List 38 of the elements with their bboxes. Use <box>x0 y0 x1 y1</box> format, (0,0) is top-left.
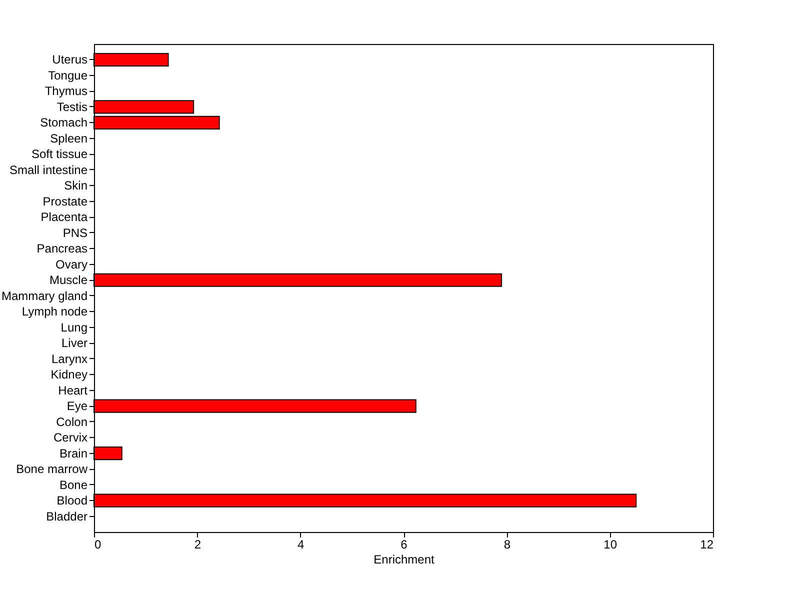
y-tick-label: Lung <box>60 320 88 334</box>
y-tick-label: Spleen <box>50 131 88 146</box>
y-tick-label: Uterus <box>52 52 88 67</box>
y-tick-label: Soft tissue <box>31 147 88 162</box>
y-tick-label: Brain <box>59 446 88 460</box>
y-tick-label: Bone marrow <box>16 462 88 476</box>
y-tick-label: Kidney <box>50 368 88 382</box>
x-tick-label: 4 <box>297 538 304 552</box>
y-tick-label: Skin <box>64 178 88 193</box>
y-tick-label: PNS <box>62 226 88 240</box>
x-axis-title: Enrichment <box>374 552 436 566</box>
y-tick-label: Stomach <box>40 116 88 130</box>
y-tick-label: Lymph node <box>22 304 88 319</box>
y-tick-label: Larynx <box>51 352 88 366</box>
x-tick-label: 8 <box>504 538 511 552</box>
y-tick-label: Blood <box>56 494 88 508</box>
y-tick-label: Thymus <box>44 84 88 98</box>
y-tick-label: Prostate <box>42 194 88 208</box>
y-tick-label: Colon <box>56 414 88 429</box>
y-tick-label: Tongue <box>48 68 88 82</box>
y-tick-label: Testis <box>56 100 88 114</box>
x-tick-label: 12 <box>700 538 714 552</box>
y-tick-label: Liver <box>61 336 88 350</box>
y-tick-label: Ovary <box>55 257 88 272</box>
x-tick-label: 2 <box>194 538 202 552</box>
y-tick-label: Bone <box>59 478 88 492</box>
y-tick-label: Mammary gland <box>1 288 88 303</box>
y-tick-label: Cervix <box>53 430 88 445</box>
y-tick-label: Heart <box>58 383 88 398</box>
x-tick-label: 10 <box>604 538 618 552</box>
x-tick-label: 0 <box>94 538 102 552</box>
x-tick-label: 6 <box>400 538 408 552</box>
y-tick-label: Bladder <box>46 509 88 524</box>
y-tick-label: Small intestine <box>9 162 88 177</box>
y-tick-label: Placenta <box>40 210 88 224</box>
y-tick-label: Eye <box>66 399 88 414</box>
y-tick-label: Muscle <box>49 273 88 288</box>
y-tick-label: Pancreas <box>36 242 88 256</box>
